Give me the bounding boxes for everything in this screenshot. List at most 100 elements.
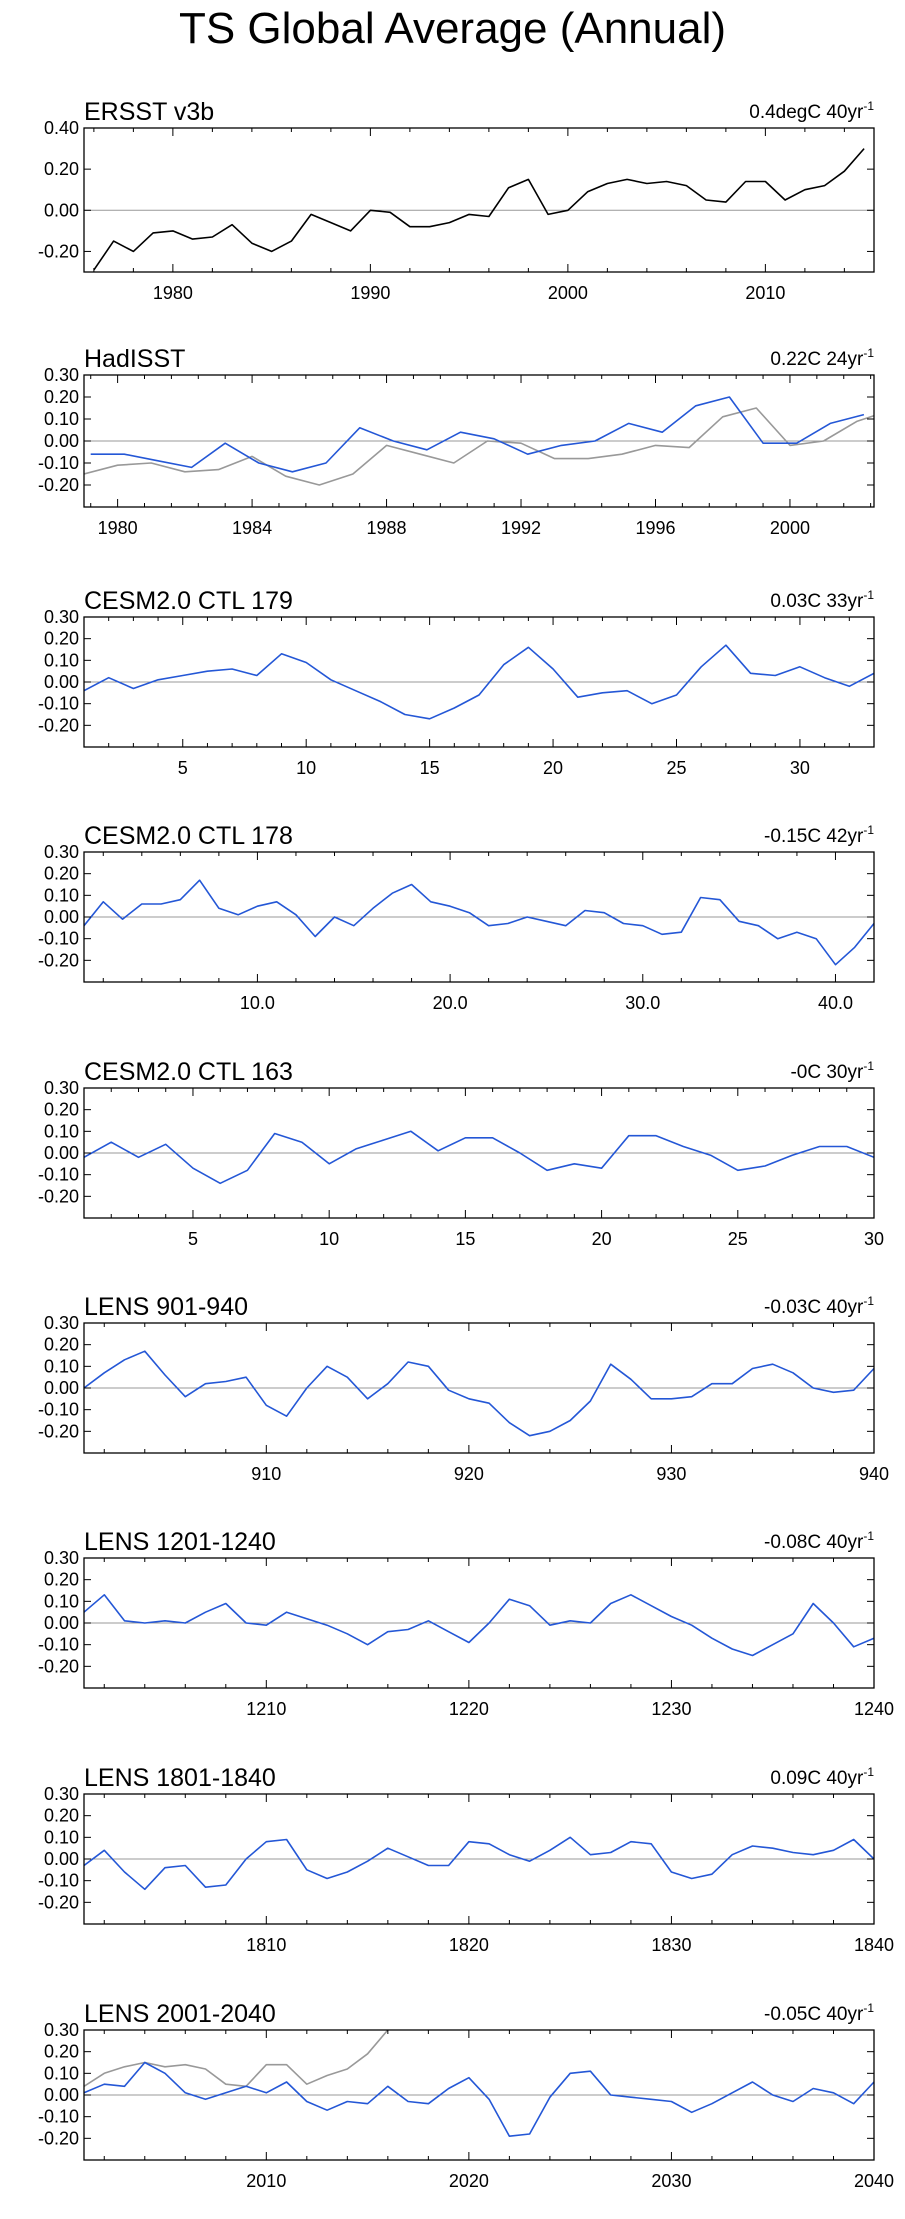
x-tick-label: 10 — [296, 758, 316, 778]
y-tick-label: 0.00 — [44, 431, 79, 451]
y-tick-label: 0.10 — [44, 650, 79, 670]
x-tick-label: 40.0 — [818, 993, 853, 1013]
trend-label-exponent: -1 — [863, 2001, 874, 2015]
panel-3: -0.20-0.100.000.100.200.30 5 10 15 20 25 30 CES… — [38, 587, 875, 778]
x-tick-label: 2000 — [770, 518, 810, 538]
x-tick-label: 2010 — [745, 283, 785, 303]
x-tick-label: 30 — [790, 758, 810, 778]
y-tick-label: 0.30 — [44, 1313, 79, 1333]
y-tick-label: -0.10 — [38, 1635, 79, 1655]
y-tick-label: 0.30 — [44, 1078, 79, 1098]
y-tick-label: -0.20 — [38, 1186, 79, 1206]
plot-frame — [83, 127, 875, 273]
x-tick-label: 1230 — [651, 1699, 691, 1719]
x-tick-label: 1830 — [651, 1935, 691, 1955]
y-tick-label: -0.20 — [38, 2128, 79, 2148]
x-tick-label: 920 — [454, 1464, 484, 1484]
x-tick-label: 910 — [251, 1464, 281, 1484]
x-tick-label: 2010 — [246, 2171, 286, 2191]
trend-label-exponent: -1 — [863, 588, 874, 602]
y-tick-label: 0.20 — [44, 629, 79, 649]
y-tick-label: 0.30 — [44, 607, 79, 627]
series-line-1 — [84, 1836, 874, 1891]
series-line-2 — [90, 396, 865, 473]
trend-label: -0.15C 42yr-1 — [764, 823, 874, 847]
x-tick-label: 1988 — [367, 518, 407, 538]
y-tick-label: -0.20 — [38, 715, 79, 735]
trend-label-exponent: -1 — [863, 1765, 874, 1779]
y-tick-label: 0.20 — [44, 159, 79, 179]
series-line-1 — [84, 1594, 874, 1657]
trend-label: -0.03C 40yr-1 — [764, 1294, 874, 1318]
x-tick-label: 2040 — [854, 2171, 894, 2191]
trend-label-exponent: -1 — [863, 1529, 874, 1543]
trend-label: 0.03C 33yr-1 — [770, 588, 874, 612]
trend-label: 0.4degC 40yr-1 — [749, 99, 874, 123]
y-tick-label: 0.20 — [44, 1570, 79, 1590]
panel-title: LENS 2001-2040 — [84, 2000, 276, 2028]
trend-label: 0.09C 40yr-1 — [770, 1765, 874, 1789]
trend-label-exponent: -1 — [863, 99, 874, 113]
y-tick-label: 0.20 — [44, 1806, 79, 1826]
y-tick-label: 0.00 — [44, 907, 79, 927]
x-tick-label: 20.0 — [433, 993, 468, 1013]
x-tick-label: 5 — [178, 758, 188, 778]
y-tick-label: -0.10 — [38, 2107, 79, 2127]
series-line-1 — [84, 2030, 389, 2088]
y-tick-label: 0.20 — [44, 1100, 79, 1120]
y-tick-label: 0.10 — [44, 1121, 79, 1141]
x-tick-label: 25 — [666, 758, 686, 778]
y-tick-label: 0.00 — [44, 1378, 79, 1398]
panel-title: CESM2.0 CTL 163 — [84, 1058, 293, 1086]
y-tick-label: 0.20 — [44, 1335, 79, 1355]
y-tick-label: 0.40 — [44, 118, 79, 138]
panel-8: -0.20-0.100.000.100.200.30 1810 1820 1830 18… — [38, 1764, 894, 1955]
trend-label: -0C 30yr-1 — [790, 1059, 874, 1083]
panel-title: LENS 901-940 — [84, 1293, 248, 1321]
x-tick-label: 1992 — [501, 518, 541, 538]
y-tick-label: 0.30 — [44, 2020, 79, 2040]
y-tick-label: 0.10 — [44, 2063, 79, 2083]
y-tick-label: 0.10 — [44, 1827, 79, 1847]
panel-title: LENS 1201-1240 — [84, 1528, 276, 1556]
y-tick-label: 0.10 — [44, 1356, 79, 1376]
y-tick-label: 0.20 — [44, 387, 79, 407]
y-tick-label: 0.30 — [44, 365, 79, 385]
panel-title: CESM2.0 CTL 179 — [84, 587, 293, 615]
y-tick-label: -0.20 — [38, 1656, 79, 1676]
panel-title: CESM2.0 CTL 178 — [84, 822, 293, 850]
x-tick-label: 30 — [864, 1229, 884, 1249]
panel-title: LENS 1801-1840 — [84, 1764, 276, 1792]
y-tick-label: -0.10 — [38, 1871, 79, 1891]
panel-title: ERSST v3b — [84, 98, 214, 126]
x-tick-label: 1220 — [449, 1699, 489, 1719]
x-tick-label: 1810 — [246, 1935, 286, 1955]
y-tick-label: 0.10 — [44, 1591, 79, 1611]
series-line-1 — [84, 644, 874, 720]
x-tick-label: 1980 — [153, 283, 193, 303]
y-tick-label: -0.20 — [38, 950, 79, 970]
y-tick-label: -0.10 — [38, 1400, 79, 1420]
trend-label-exponent: -1 — [863, 1294, 874, 1308]
x-tick-label: 2020 — [449, 2171, 489, 2191]
trend-label: 0.22C 24yr-1 — [770, 346, 874, 370]
x-tick-label: 15 — [455, 1229, 475, 1249]
y-tick-label: -0.20 — [38, 475, 79, 495]
y-tick-label: -0.10 — [38, 1165, 79, 1185]
x-tick-label: 1240 — [854, 1699, 894, 1719]
series-line-1 — [93, 148, 865, 271]
y-tick-label: 0.00 — [44, 1143, 79, 1163]
y-tick-label: 0.00 — [44, 1849, 79, 1869]
figure-title: TS Global Average (Annual) — [178, 4, 727, 53]
x-tick-label: 20 — [543, 758, 563, 778]
y-tick-label: 0.30 — [44, 1784, 79, 1804]
x-tick-label: 940 — [859, 1464, 889, 1484]
x-tick-label: 1990 — [350, 283, 390, 303]
y-tick-label: 0.00 — [44, 2085, 79, 2105]
panel-4: -0.20-0.100.000.100.200.30 10.0 20.0 30.0 40… — [38, 822, 875, 1013]
y-tick-label: -0.10 — [38, 929, 79, 949]
y-tick-label: -0.20 — [38, 241, 79, 261]
panel-7: -0.20-0.100.000.100.200.30 1210 1220 1230 12… — [38, 1528, 894, 1719]
y-tick-label: -0.20 — [38, 1421, 79, 1441]
